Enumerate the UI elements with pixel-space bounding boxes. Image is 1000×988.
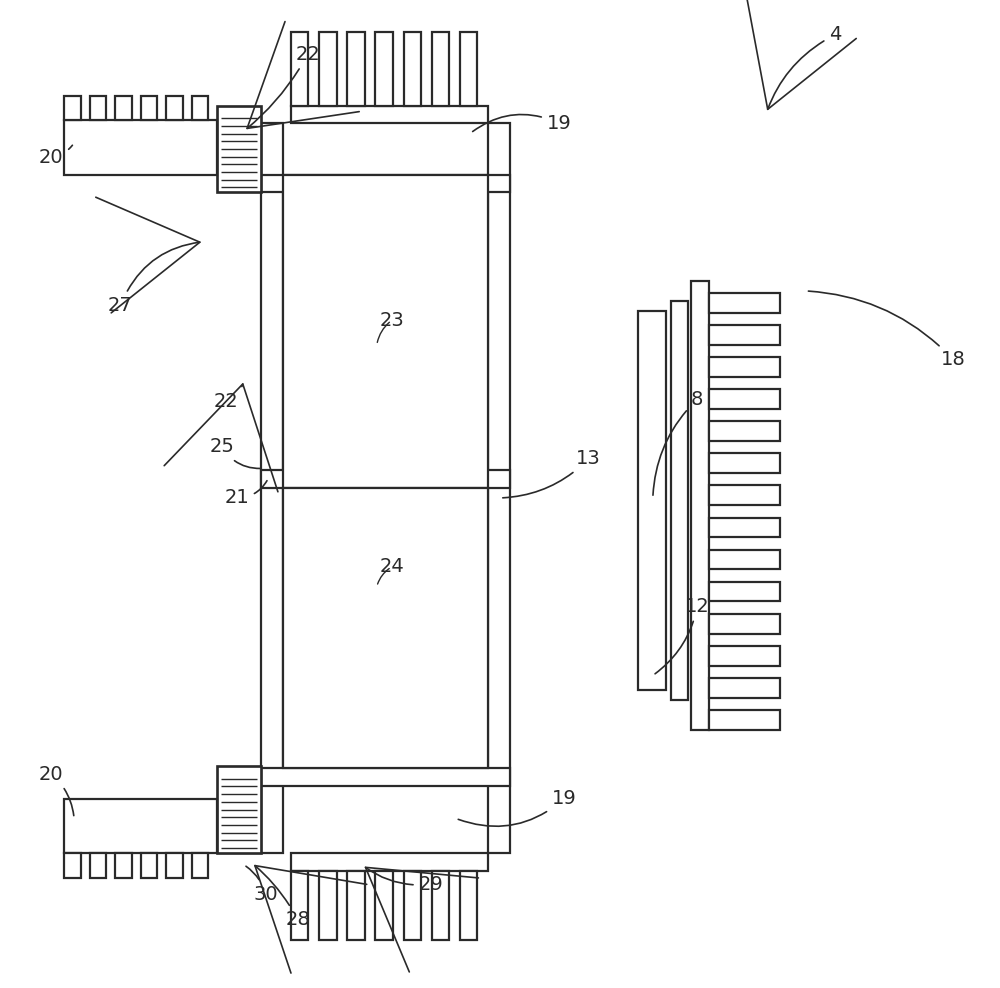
Text: 23: 23 bbox=[379, 311, 404, 330]
Bar bbox=[217, 106, 261, 193]
Bar bbox=[709, 582, 780, 602]
Bar bbox=[192, 853, 208, 877]
Bar bbox=[291, 32, 308, 106]
Bar bbox=[141, 96, 157, 121]
Bar bbox=[291, 853, 488, 870]
Bar bbox=[166, 96, 183, 121]
Bar bbox=[709, 389, 780, 409]
Bar bbox=[217, 766, 261, 853]
Text: 4: 4 bbox=[747, 0, 856, 110]
Bar bbox=[291, 106, 488, 124]
Bar bbox=[709, 614, 780, 633]
Bar bbox=[432, 870, 449, 940]
Text: 24: 24 bbox=[379, 557, 404, 576]
Bar bbox=[709, 678, 780, 698]
Bar bbox=[375, 32, 393, 106]
Text: 25: 25 bbox=[210, 438, 261, 468]
Text: 19: 19 bbox=[458, 789, 576, 826]
Text: 21: 21 bbox=[224, 481, 267, 508]
Bar bbox=[347, 870, 365, 940]
Bar bbox=[64, 798, 217, 853]
Bar bbox=[90, 96, 106, 121]
Bar bbox=[709, 518, 780, 537]
Bar bbox=[283, 175, 488, 488]
Bar bbox=[319, 32, 337, 106]
Text: 8: 8 bbox=[653, 390, 703, 495]
Bar bbox=[64, 96, 81, 121]
Bar bbox=[261, 124, 283, 853]
Text: 30: 30 bbox=[246, 866, 278, 904]
Bar bbox=[141, 853, 157, 877]
Bar bbox=[432, 32, 449, 106]
Bar bbox=[460, 870, 477, 940]
Bar bbox=[488, 124, 510, 853]
Text: 29: 29 bbox=[365, 867, 478, 972]
Text: 28: 28 bbox=[255, 865, 367, 973]
Bar bbox=[64, 121, 217, 175]
Bar bbox=[709, 485, 780, 505]
Text: 13: 13 bbox=[503, 449, 601, 498]
Bar bbox=[375, 870, 393, 940]
Bar bbox=[115, 96, 132, 121]
Bar bbox=[671, 300, 688, 700]
Bar bbox=[709, 453, 780, 473]
Text: 19: 19 bbox=[473, 114, 572, 132]
Bar bbox=[709, 358, 780, 377]
Text: 20: 20 bbox=[39, 145, 72, 167]
Bar bbox=[115, 853, 132, 877]
Text: 12: 12 bbox=[655, 597, 710, 674]
Bar bbox=[283, 488, 488, 768]
Text: 20: 20 bbox=[39, 765, 74, 816]
Bar bbox=[90, 853, 106, 877]
Bar bbox=[709, 293, 780, 313]
Bar bbox=[460, 32, 477, 106]
Bar bbox=[64, 853, 81, 877]
Bar bbox=[261, 768, 510, 785]
Bar bbox=[709, 709, 780, 730]
Text: 22: 22 bbox=[247, 22, 359, 128]
Bar bbox=[404, 870, 421, 940]
Bar bbox=[709, 325, 780, 345]
Text: 22: 22 bbox=[164, 384, 278, 492]
Bar bbox=[709, 646, 780, 666]
Bar bbox=[404, 32, 421, 106]
Bar bbox=[347, 32, 365, 106]
Text: 18: 18 bbox=[808, 291, 966, 370]
Bar bbox=[638, 310, 666, 691]
Bar bbox=[319, 870, 337, 940]
Bar bbox=[709, 549, 780, 569]
Bar bbox=[291, 870, 308, 940]
Bar bbox=[192, 96, 208, 121]
Bar bbox=[709, 422, 780, 442]
Bar bbox=[691, 281, 709, 730]
Text: 27: 27 bbox=[96, 198, 200, 315]
Bar bbox=[261, 470, 510, 488]
Bar bbox=[166, 853, 183, 877]
Bar bbox=[261, 175, 510, 193]
